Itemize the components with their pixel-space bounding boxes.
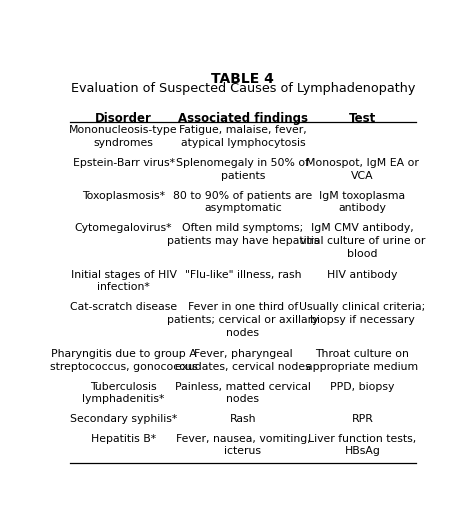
Text: IgM CMV antibody,
viral culture of urine or
blood: IgM CMV antibody, viral culture of urine… xyxy=(300,223,425,259)
Text: Fever, pharyngeal
exudates, cervical nodes: Fever, pharyngeal exudates, cervical nod… xyxy=(175,349,311,371)
Text: Fever in one third of
patients; cervical or axillary
nodes: Fever in one third of patients; cervical… xyxy=(167,303,319,338)
Text: Painless, matted cervical
nodes: Painless, matted cervical nodes xyxy=(175,381,311,404)
Text: Often mild symptoms;
patients may have hepatitis: Often mild symptoms; patients may have h… xyxy=(167,223,319,246)
Text: Tuberculosis
lymphadenitis*: Tuberculosis lymphadenitis* xyxy=(82,381,165,404)
Text: Evaluation of Suspected Causes of Lymphadenopathy: Evaluation of Suspected Causes of Lympha… xyxy=(71,82,415,95)
Text: Disorder: Disorder xyxy=(95,112,152,125)
Text: Cytomegalovirus*: Cytomegalovirus* xyxy=(75,223,172,233)
Text: Throat culture on
appropriate medium: Throat culture on appropriate medium xyxy=(306,349,419,371)
Text: RPR: RPR xyxy=(351,414,373,424)
Text: Fatigue, malaise, fever,
atypical lymphocytosis: Fatigue, malaise, fever, atypical lympho… xyxy=(179,125,307,148)
Text: TABLE 4: TABLE 4 xyxy=(211,71,274,86)
Text: Splenomegaly in 50% of
patients: Splenomegaly in 50% of patients xyxy=(176,158,310,180)
Text: Fever, nausea, vomiting,
icterus: Fever, nausea, vomiting, icterus xyxy=(175,434,310,457)
Text: Hepatitis B*: Hepatitis B* xyxy=(91,434,156,444)
Text: Monospot, IgM EA or
VCA: Monospot, IgM EA or VCA xyxy=(306,158,419,180)
Text: HIV antibody: HIV antibody xyxy=(327,270,398,280)
Text: Epstein-Barr virus*: Epstein-Barr virus* xyxy=(73,158,174,168)
Text: IgM toxoplasma
antibody: IgM toxoplasma antibody xyxy=(319,190,405,213)
Text: Rash: Rash xyxy=(230,414,256,424)
Text: "Flu-like" illness, rash: "Flu-like" illness, rash xyxy=(185,270,301,280)
Text: Test: Test xyxy=(349,112,376,125)
Text: Pharyngitis due to group A
streptococcus, gonococcus: Pharyngitis due to group A streptococcus… xyxy=(50,349,197,371)
Text: Toxoplasmosis*: Toxoplasmosis* xyxy=(82,190,165,200)
Text: 80 to 90% of patients are
asymptomatic: 80 to 90% of patients are asymptomatic xyxy=(173,190,312,213)
Text: Initial stages of HIV
infection*: Initial stages of HIV infection* xyxy=(71,270,176,293)
Text: Mononucleosis-type
syndromes: Mononucleosis-type syndromes xyxy=(69,125,178,148)
Text: Secondary syphilis*: Secondary syphilis* xyxy=(70,414,177,424)
Text: Liver function tests,
HBsAg: Liver function tests, HBsAg xyxy=(308,434,417,457)
Text: Associated findings: Associated findings xyxy=(178,112,308,125)
Text: PPD, biopsy: PPD, biopsy xyxy=(330,381,394,391)
Text: Cat-scratch disease: Cat-scratch disease xyxy=(70,303,177,313)
Text: Usually clinical criteria;
biopsy if necessary: Usually clinical criteria; biopsy if nec… xyxy=(299,303,426,325)
